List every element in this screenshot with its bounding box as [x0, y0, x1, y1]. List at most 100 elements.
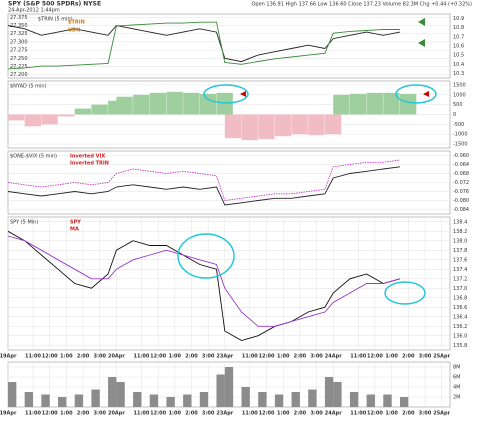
bar [183, 92, 200, 115]
y-tick-label: 4M [453, 385, 461, 391]
series-line [7, 166, 401, 206]
y-tick-label: -0.084 [453, 207, 469, 213]
y-tick-label: -0.068 [453, 171, 469, 177]
bar [366, 394, 375, 407]
x-tick-label: 1:00 [169, 354, 182, 360]
y-tick-label: -0.060 [453, 153, 469, 159]
highlight-circle [384, 281, 426, 305]
bar [241, 387, 250, 407]
annotations [177, 18, 437, 305]
bar [91, 104, 108, 115]
highlight-circle [177, 233, 235, 279]
x-tick-label: 20Apr [108, 411, 125, 417]
panel-title: SPY (5 Min) [10, 220, 38, 226]
bar [399, 397, 409, 407]
y-tick-label: -1500 [453, 142, 468, 148]
panel-frame [7, 13, 451, 79]
bar [199, 392, 209, 407]
y2-tick-label: 10.3 [453, 71, 464, 77]
x-tick-label: 12:00 [367, 411, 383, 417]
y-tick-label: -500 [453, 122, 464, 128]
y2-tick-label: 10.9 [453, 16, 464, 22]
x-tick-label: 3:00 [310, 411, 323, 417]
legend-entry: MA [70, 227, 79, 233]
x-tick-label: 2:00 [402, 411, 415, 417]
y-tick-label: 135.8 [453, 343, 467, 349]
bar [366, 92, 383, 115]
y-tick-label: 136.6 [453, 305, 467, 311]
x-tick-label: 12:00 [367, 354, 383, 360]
bar [274, 394, 284, 407]
y-tick-label: 138.4 [453, 219, 467, 225]
y-tick-label: -0.080 [453, 198, 469, 204]
header-title: SPY (S&P 500 SPDRs) NYSE [8, 1, 101, 8]
y-tick-label: 137.8 [453, 248, 467, 254]
y-tick-label: 27.250 [10, 56, 28, 62]
bar [41, 114, 58, 125]
x-tick-label: 19Apr [0, 411, 17, 417]
arrow [423, 91, 429, 97]
bar [333, 382, 342, 407]
x-tick-label: 11:00 [133, 411, 149, 417]
x-tick-label: 3:00 [419, 354, 432, 360]
y-tick-label: 137.0 [453, 286, 467, 292]
bar [308, 114, 325, 136]
y-tick-label: 137.4 [453, 267, 467, 273]
y-tick-label: 27.275 [10, 48, 28, 54]
x-tick-label: 25Apr [433, 354, 450, 360]
x-tick-label: 19Apr [0, 354, 17, 360]
x-tick-label: 3:00 [202, 411, 215, 417]
bar [74, 108, 92, 115]
bar [349, 93, 367, 115]
bar [258, 114, 275, 140]
x-tick-label: 3:00 [202, 354, 215, 360]
header-date: 24-Apr-2012 1:44pm [8, 8, 60, 14]
bar [216, 374, 225, 407]
y2-tick-label: 10.5 [453, 53, 464, 59]
x-tick-label: 24Apr [325, 354, 342, 360]
x-tick-label: 3:00 [419, 411, 432, 417]
bar [383, 92, 400, 115]
x-tick-label: 11:00 [350, 354, 366, 360]
highlight-circle [203, 84, 249, 104]
bar [149, 92, 167, 115]
x-tick-label: 1:00 [169, 411, 182, 417]
bar [8, 114, 25, 121]
x-tick-label: 11:00 [133, 354, 149, 360]
bar [133, 392, 142, 407]
legend-entry: Inverted VIX [70, 154, 105, 160]
y-tick-label: 27.300 [10, 39, 28, 45]
bar [291, 114, 308, 135]
arrow [240, 91, 246, 97]
x-tick-label: 11:00 [242, 411, 258, 417]
bar [74, 394, 84, 407]
bar [241, 114, 258, 141]
y-tick-label: 6M [453, 375, 461, 381]
bar [166, 397, 175, 407]
bar [224, 367, 234, 407]
y-tick-label: 137.2 [453, 276, 467, 282]
x-tick-label: 12:00 [259, 411, 275, 417]
arrow [418, 39, 425, 47]
y-tick-label: 27.350 [10, 23, 28, 29]
x-tick-label: 20Apr [108, 354, 125, 360]
legend-entry: SPY [70, 220, 81, 226]
bar [8, 382, 17, 407]
x-tick-label: 2:00 [77, 411, 90, 417]
y-tick-label: 27.325 [10, 31, 28, 37]
bar [308, 389, 317, 407]
x-tick-label: 1:00 [60, 411, 73, 417]
bar [333, 94, 350, 115]
bar [399, 93, 417, 115]
x-tick-label: 11:00 [25, 354, 41, 360]
y-tick-label: 138.2 [453, 229, 467, 235]
bar [383, 394, 392, 407]
y-tick-label: 2M [453, 395, 461, 401]
series-line [7, 230, 401, 341]
y-tick-label: 136.8 [453, 295, 467, 301]
y-tick-label: 136.4 [453, 314, 467, 320]
y-tick-label: -0.064 [453, 162, 469, 168]
header-stats: Open 136.91 High 137.66 Low 136.60 Close… [251, 2, 472, 8]
y-tick-label: 8M [453, 365, 461, 371]
